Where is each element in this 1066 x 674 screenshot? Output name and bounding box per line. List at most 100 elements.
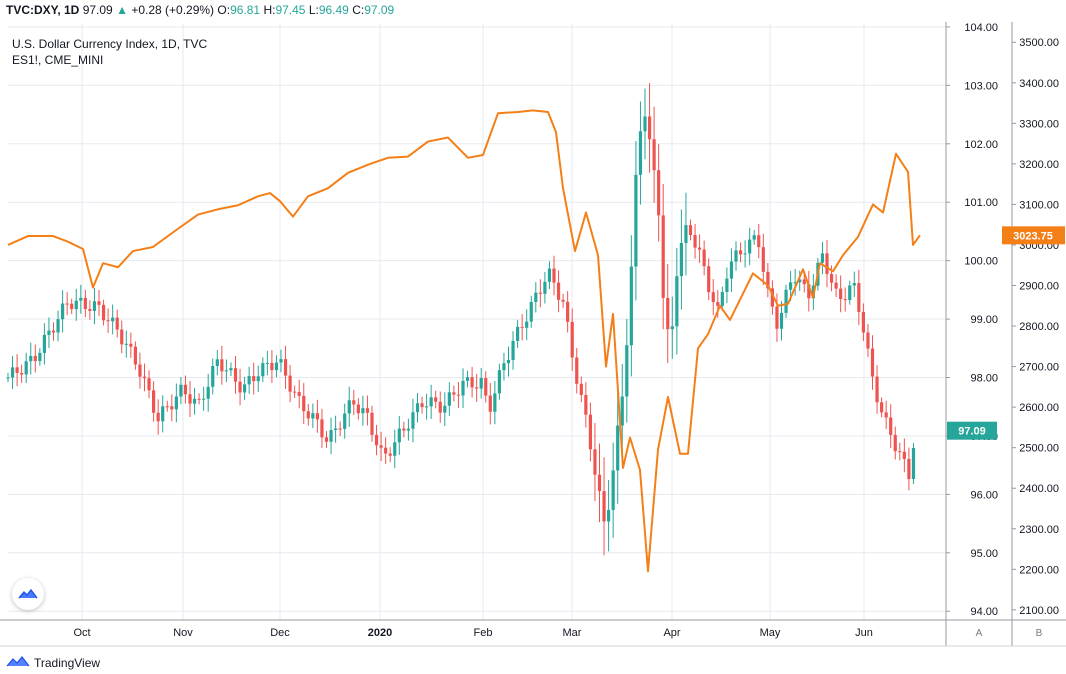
candle	[170, 394, 174, 422]
time-tick-label: Mar	[563, 627, 582, 639]
candle	[106, 308, 110, 334]
candle	[711, 279, 715, 316]
candle	[415, 393, 420, 423]
candle	[33, 344, 37, 373]
candle	[698, 234, 702, 263]
candle	[707, 258, 711, 300]
candle	[79, 284, 83, 314]
candle	[192, 387, 197, 415]
high-value: 97.45	[275, 3, 306, 17]
candle	[570, 308, 574, 371]
candle	[24, 352, 28, 383]
axis-b-tick-label: 2700.00	[1019, 362, 1059, 374]
symbol-name[interactable]: TVC:DXY, 1D	[6, 3, 80, 17]
candle	[429, 384, 433, 419]
axis-b-name[interactable]: B	[1036, 628, 1043, 639]
candle	[575, 347, 579, 394]
candle	[156, 399, 160, 435]
candle	[702, 240, 706, 276]
candle	[220, 345, 224, 385]
candle	[265, 350, 269, 376]
candle	[497, 363, 501, 400]
time-tick-label: Feb	[474, 627, 493, 639]
candle	[70, 298, 74, 315]
axis-b-tick-label: 2900.00	[1019, 281, 1059, 293]
open-label: O:	[217, 3, 231, 17]
candle	[29, 342, 33, 375]
chart-grid	[8, 24, 946, 620]
candle	[243, 376, 247, 400]
candle	[534, 282, 538, 313]
candle	[15, 354, 19, 387]
candle	[529, 295, 533, 328]
candle	[97, 290, 101, 317]
legend-compare-series[interactable]: ES1!, CME_MINI	[12, 53, 104, 67]
price-chart[interactable]: 104.00 103.00 102.00 101.00 100.00 99.00 98.00…	[0, 22, 1066, 648]
price-axis-b[interactable]: 3500.003400.003300.003200.003100.003000.…	[1002, 37, 1065, 617]
candle	[297, 379, 301, 409]
time-axis[interactable]: Oct Nov Dec 2020 Feb Mar Apr May Jun A B	[73, 627, 1042, 639]
high-label: H:	[263, 3, 276, 17]
legend-main-series[interactable]: U.S. Dollar Currency Index, 1D, TVC	[12, 37, 208, 51]
axis-a-tick-label: 96.00	[970, 489, 998, 501]
candle	[657, 144, 661, 242]
candle	[6, 372, 10, 383]
candle	[215, 349, 219, 376]
price-axis-a[interactable]: 104.00 103.00 102.00 101.00 100.00 99.00 98.00…	[946, 22, 998, 618]
axis-a-tick-label: 95.00	[970, 548, 998, 560]
candle	[374, 424, 379, 456]
candle	[338, 421, 342, 436]
es-line-series	[7, 109, 921, 573]
candle	[101, 299, 106, 326]
candle	[675, 247, 679, 355]
candle	[898, 442, 902, 461]
time-tick-label: May	[760, 627, 781, 639]
candle	[443, 392, 447, 427]
candle	[361, 395, 365, 426]
candle	[784, 284, 788, 318]
candle	[183, 375, 188, 404]
candle	[279, 349, 283, 373]
candle	[798, 270, 802, 291]
candle	[270, 350, 274, 383]
candle	[302, 383, 306, 425]
candle	[388, 447, 392, 463]
candle	[38, 348, 42, 366]
candle	[666, 264, 670, 363]
candle	[479, 368, 483, 399]
candle	[889, 404, 893, 449]
candle	[688, 219, 693, 241]
candle	[311, 403, 315, 429]
candle	[525, 309, 529, 341]
low-value: 96.49	[318, 3, 349, 17]
candle	[470, 366, 474, 398]
candle	[324, 431, 329, 448]
candle	[115, 309, 119, 338]
candle	[356, 398, 360, 420]
tradingview-badge-icon[interactable]	[12, 578, 44, 610]
axis-a-last-value-label: 97.09	[947, 421, 997, 440]
axis-b-tick-label: 2300.00	[1019, 524, 1059, 536]
candle	[625, 318, 629, 423]
candle	[511, 331, 515, 370]
candle	[748, 227, 752, 266]
svg-text:3023.75: 3023.75	[1013, 230, 1053, 242]
candle	[543, 272, 547, 304]
candle	[652, 106, 656, 203]
candle	[434, 390, 438, 409]
candle	[593, 422, 597, 502]
candle	[247, 366, 251, 394]
candle	[365, 395, 370, 426]
candle	[47, 317, 51, 349]
candle	[411, 398, 415, 443]
candle	[779, 301, 784, 341]
candle	[647, 83, 652, 173]
candle	[352, 389, 356, 415]
axis-a-tick-label: 98.00	[970, 373, 998, 385]
axis-b-tick-label: 2200.00	[1019, 564, 1059, 576]
footer-brand[interactable]: TradingView	[34, 656, 101, 670]
tradingview-logo-icon[interactable]	[6, 654, 30, 672]
candle	[761, 233, 765, 286]
axis-a-name[interactable]: A	[976, 628, 983, 639]
axis-b-last-value-label: 3023.75	[1002, 226, 1065, 245]
